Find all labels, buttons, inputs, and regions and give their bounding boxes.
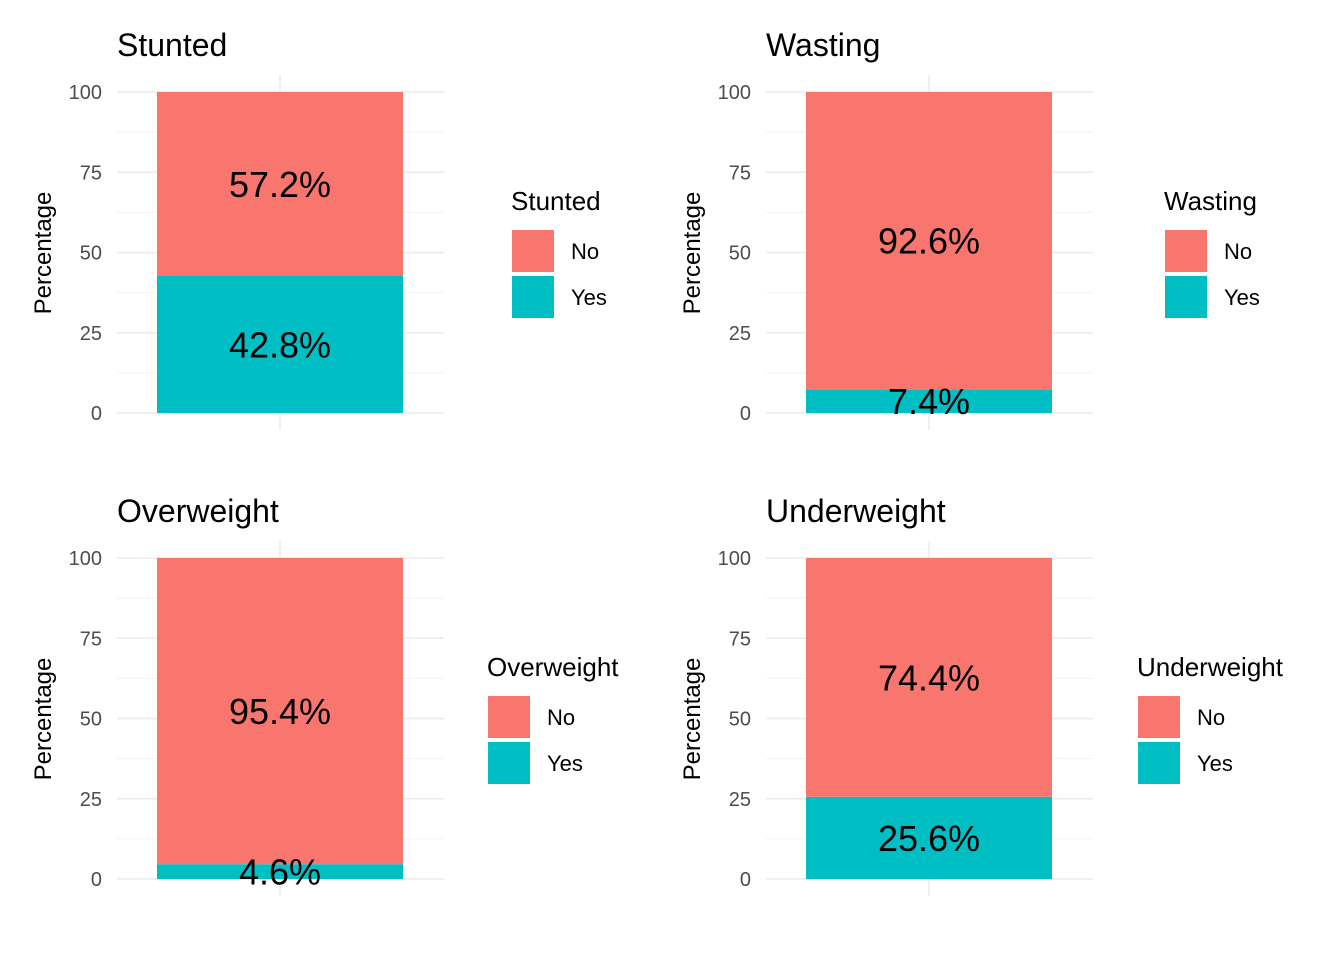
y-tick-label: 0 [740,869,751,891]
legend-title: Wasting [1164,186,1257,216]
panel-overweight: 0 25 50 75 100 4.6% 95.4% Overweight Percentage O… [30,493,619,896]
y-axis-label: Percentage [30,192,57,315]
legend-key-no [1165,230,1207,272]
legend: Stunted No Yes [511,186,607,318]
y-tick-label: 0 [91,403,102,425]
legend-label-no: No [571,239,599,264]
bar-segment-no [157,92,403,276]
y-tick-label: 100 [718,548,751,570]
y-tick-label: 100 [69,82,102,104]
legend-key-yes [1138,742,1180,784]
y-tick-label: 50 [729,243,751,265]
legend: Underweight No Yes [1137,652,1284,784]
chart-title: Underweight [766,493,946,529]
legend-key-yes [512,276,554,318]
panel-wasting: 0 25 50 75 100 7.4% 92.6% Wasting Percentage Wast… [679,27,1260,430]
legend-label-no: No [1224,239,1252,264]
legend-label-yes: Yes [547,751,583,776]
y-tick-label: 50 [729,709,751,731]
panel-stunted: 0 25 50 75 100 42.8% 57.2% Stunted Percentage Stu… [30,27,607,430]
y-tick-label: 100 [718,82,751,104]
legend-title: Overweight [487,652,619,682]
legend-key-no [1138,696,1180,738]
data-label-no: 95.4% [229,691,331,732]
data-label-no: 57.2% [229,164,331,205]
chart-title: Wasting [766,27,880,63]
y-tick-label: 100 [69,548,102,570]
y-tick-label: 25 [729,789,751,811]
y-tick-label: 75 [729,162,751,184]
data-label-no: 74.4% [878,657,980,698]
chart-title: Stunted [117,27,227,63]
bar-segment-no [157,558,403,865]
bar-segment-no [806,92,1052,390]
data-label-yes: 7.4% [888,381,970,422]
panel-underweight: 0 25 50 75 100 25.6% 74.4% Underweight Percentag… [679,493,1284,896]
y-tick-label: 25 [80,323,102,345]
legend-title: Underweight [1137,652,1284,682]
y-tick-label: 75 [80,628,102,650]
bar-segment-yes [157,275,403,413]
y-tick-label: 25 [80,789,102,811]
data-label-yes: 42.8% [229,324,331,365]
legend-label-no: No [547,705,575,730]
y-tick-label: 0 [740,403,751,425]
legend: Wasting No Yes [1164,186,1260,318]
y-tick-label: 0 [91,869,102,891]
legend-label-no: No [1197,705,1225,730]
y-axis-label: Percentage [30,658,57,781]
y-axis-label: Percentage [679,192,706,315]
data-label-yes: 4.6% [239,852,321,893]
legend-key-no [512,230,554,272]
y-tick-label: 25 [729,323,751,345]
legend-key-yes [1165,276,1207,318]
y-tick-label: 50 [80,709,102,731]
chart-title: Overweight [117,493,279,529]
data-label-yes: 25.6% [878,818,980,859]
bar-segment-yes [806,796,1052,879]
legend-label-yes: Yes [571,285,607,310]
bar-segment-yes [157,864,403,879]
legend-key-no [488,696,530,738]
bar-segment-yes [806,389,1052,413]
legend-label-yes: Yes [1224,285,1260,310]
legend: Overweight No Yes [487,652,619,784]
bar-segment-no [806,558,1052,797]
data-label-no: 92.6% [878,221,980,262]
y-tick-label: 75 [729,628,751,650]
legend-label-yes: Yes [1197,751,1233,776]
y-tick-label: 50 [80,243,102,265]
y-tick-label: 75 [80,162,102,184]
legend-key-yes [488,742,530,784]
y-axis-label: Percentage [679,658,706,781]
legend-title: Stunted [511,186,601,216]
